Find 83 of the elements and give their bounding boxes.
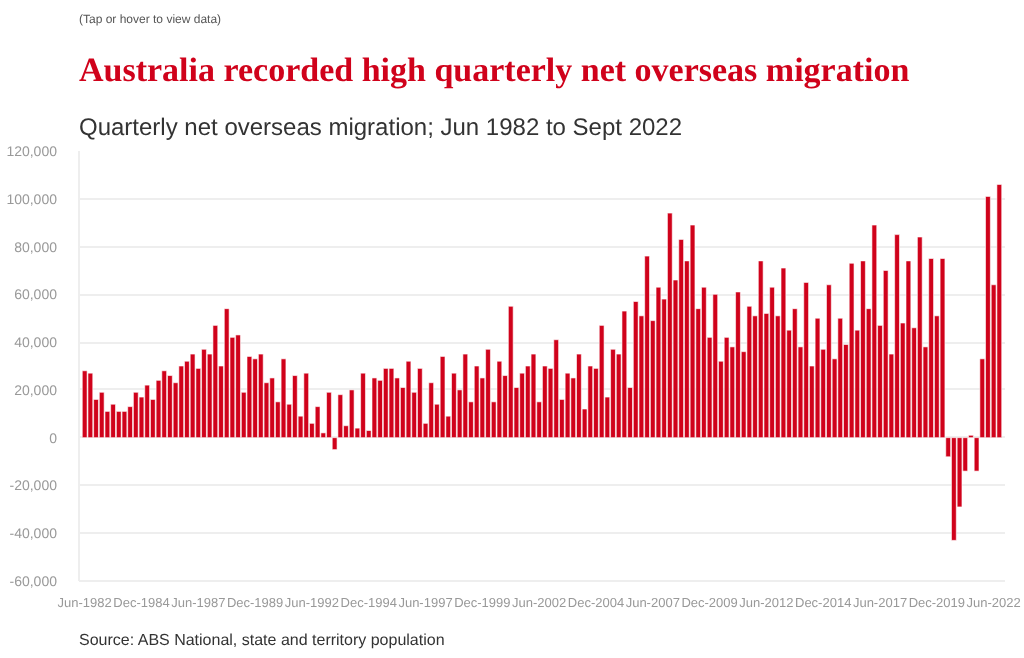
bar	[417, 368, 423, 438]
bar	[246, 356, 253, 438]
bar	[439, 356, 446, 438]
bar	[223, 308, 230, 438]
bar	[905, 260, 912, 438]
bar	[235, 334, 241, 438]
bar	[917, 236, 923, 438]
bar	[473, 365, 480, 438]
bar	[701, 286, 707, 438]
source-note: Source: ABS National, state and territory population	[79, 631, 445, 649]
bar	[428, 382, 434, 438]
bar	[621, 310, 628, 438]
bar	[405, 360, 412, 438]
bar	[837, 317, 843, 438]
bar	[633, 301, 639, 438]
bar	[519, 372, 525, 438]
bar	[258, 353, 264, 438]
bar	[189, 353, 196, 438]
bar	[735, 291, 741, 438]
bar	[144, 384, 150, 438]
bar	[564, 372, 571, 438]
bar	[985, 196, 991, 438]
bar	[303, 372, 309, 438]
bar	[826, 284, 832, 438]
bar	[848, 262, 855, 438]
bar	[485, 348, 491, 438]
bar	[769, 286, 775, 438]
bar	[928, 258, 934, 438]
bar	[587, 365, 593, 438]
bar	[167, 375, 173, 438]
bar	[269, 377, 275, 438]
bar	[292, 375, 298, 438]
bar	[871, 224, 878, 438]
bar	[542, 365, 548, 438]
bar	[252, 358, 258, 438]
chart-subtitle: Quarterly net overseas migration; Jun 1982 to Sept 2022	[79, 113, 683, 141]
bar	[388, 368, 395, 438]
bar	[678, 239, 684, 438]
bar	[178, 365, 184, 438]
bar	[383, 368, 389, 438]
bar	[87, 372, 94, 438]
bar	[133, 391, 139, 438]
bar	[598, 325, 605, 438]
bar	[746, 305, 753, 438]
bar	[496, 360, 503, 438]
bar	[655, 286, 662, 438]
bar	[280, 358, 287, 438]
bar	[161, 370, 167, 438]
bar	[894, 234, 900, 438]
bar	[371, 377, 378, 438]
bar	[201, 348, 207, 438]
bar	[508, 305, 514, 438]
bar	[116, 411, 122, 438]
bar	[121, 411, 128, 438]
bar	[780, 267, 787, 438]
bar	[184, 360, 190, 438]
bar	[314, 406, 321, 438]
bar	[723, 337, 730, 438]
bar	[360, 372, 366, 438]
bar	[667, 212, 673, 438]
bar	[996, 184, 1003, 438]
bar	[803, 282, 809, 438]
bar	[530, 353, 537, 438]
bar	[644, 255, 650, 438]
bar	[951, 437, 957, 541]
bar	[758, 260, 764, 438]
bar	[110, 403, 116, 438]
bar	[462, 353, 469, 438]
bar	[81, 370, 88, 438]
bar	[712, 294, 718, 438]
chart-title: Australia recorded high quarterly net overseas migration	[79, 51, 911, 89]
bar	[451, 372, 457, 438]
bar	[99, 391, 105, 438]
bar	[860, 260, 866, 438]
bar	[814, 317, 821, 438]
bar	[792, 308, 798, 438]
bar	[882, 270, 889, 438]
bar	[553, 339, 559, 438]
bar	[576, 353, 582, 438]
bar	[610, 348, 616, 438]
bar	[212, 325, 219, 438]
bar	[689, 224, 696, 438]
bar	[348, 389, 355, 438]
